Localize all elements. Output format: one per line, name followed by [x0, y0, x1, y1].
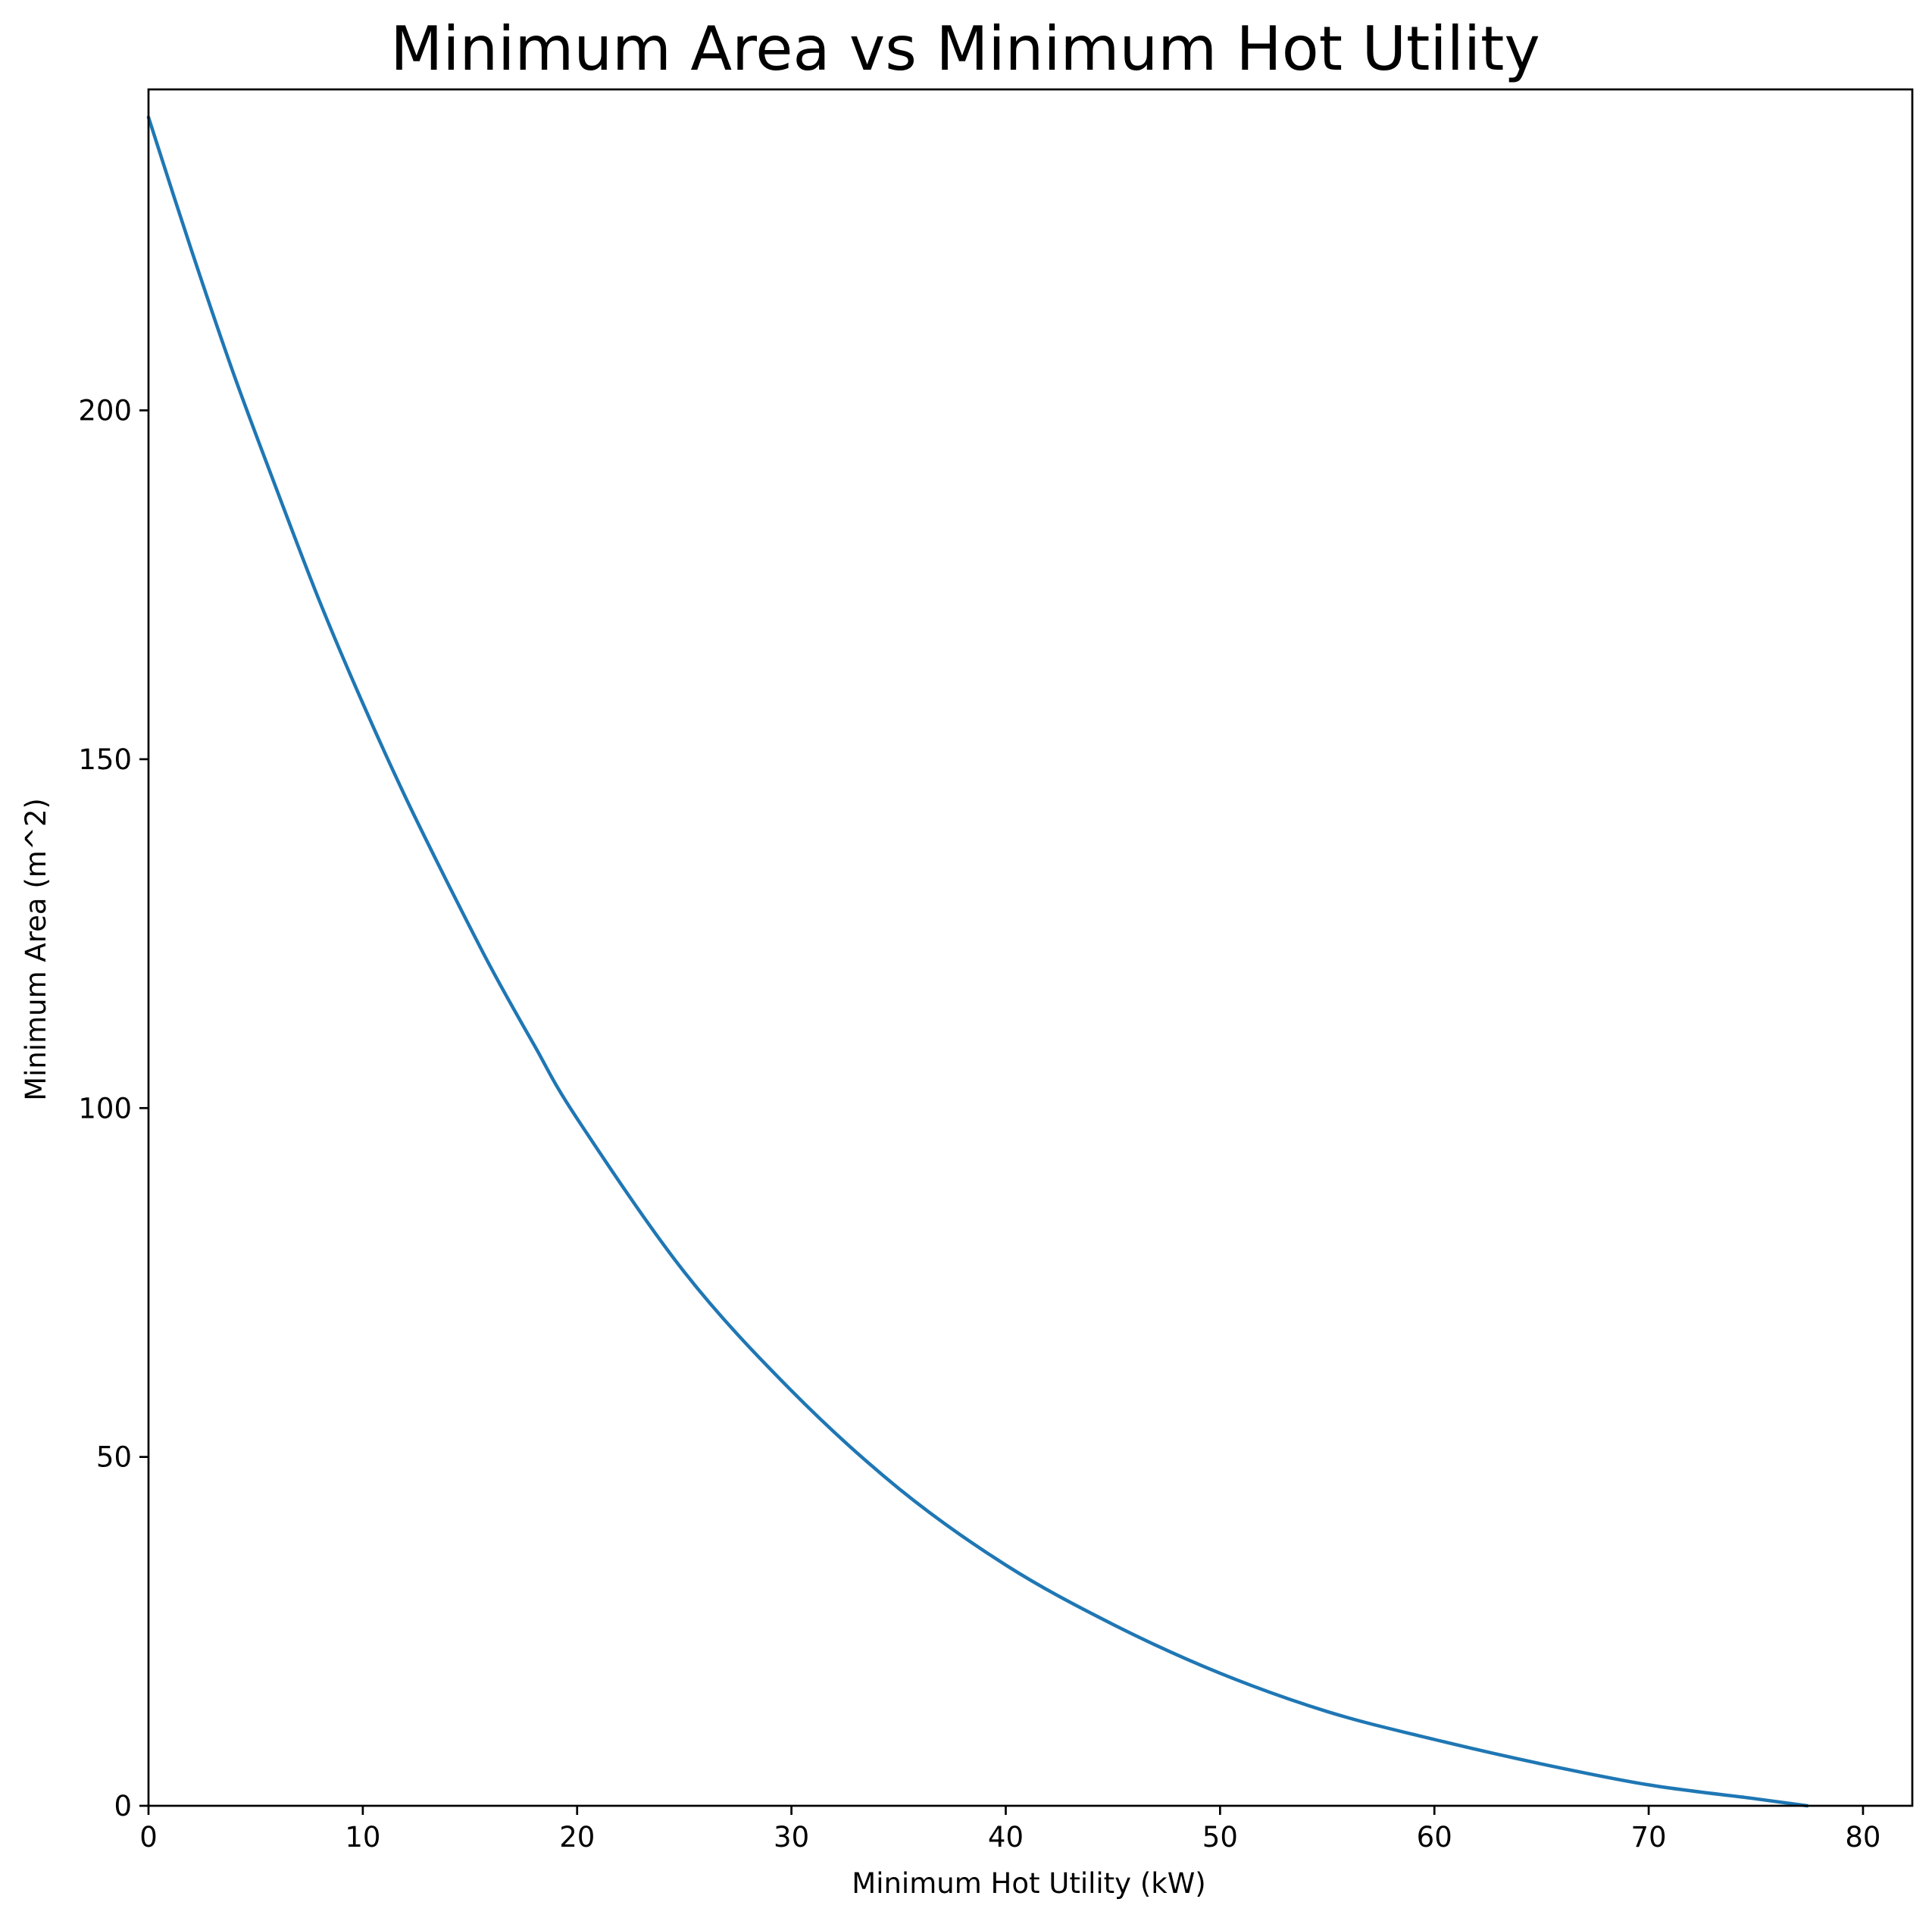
- axes-frame: [147, 88, 1914, 1807]
- x-tick-label: 50: [1202, 1821, 1238, 1854]
- x-axis: 0 10 20 30 40 50 60 70 80: [139, 1806, 1880, 1854]
- plot-area: [146, 88, 1914, 1808]
- x-tick-label: 0: [139, 1821, 158, 1854]
- y-tick-label: 0: [114, 1790, 132, 1822]
- x-tick-label: 60: [1417, 1821, 1452, 1854]
- x-tick-label: 20: [559, 1821, 595, 1854]
- chart-title: Minimum Area vs Minimum Hot Utility: [390, 14, 1540, 84]
- y-axis: 0 50 100 150 200: [78, 395, 148, 1822]
- y-tick-label: 100: [78, 1092, 132, 1125]
- x-tick-label: 70: [1631, 1821, 1667, 1854]
- x-tick-label: 30: [774, 1821, 809, 1854]
- y-tick-label: 150: [78, 743, 132, 776]
- x-tick-label: 10: [345, 1821, 380, 1854]
- y-tick-label: 200: [78, 395, 132, 427]
- x-tick-label: 40: [988, 1821, 1024, 1854]
- x-tick-label: 80: [1845, 1821, 1880, 1854]
- y-axis-label: Minimum Area (m^2): [20, 798, 52, 1101]
- x-axis-label: Minimum Hot Utility (kW): [852, 1867, 1205, 1900]
- series-line: [146, 115, 1809, 1808]
- y-tick-label: 50: [96, 1441, 132, 1474]
